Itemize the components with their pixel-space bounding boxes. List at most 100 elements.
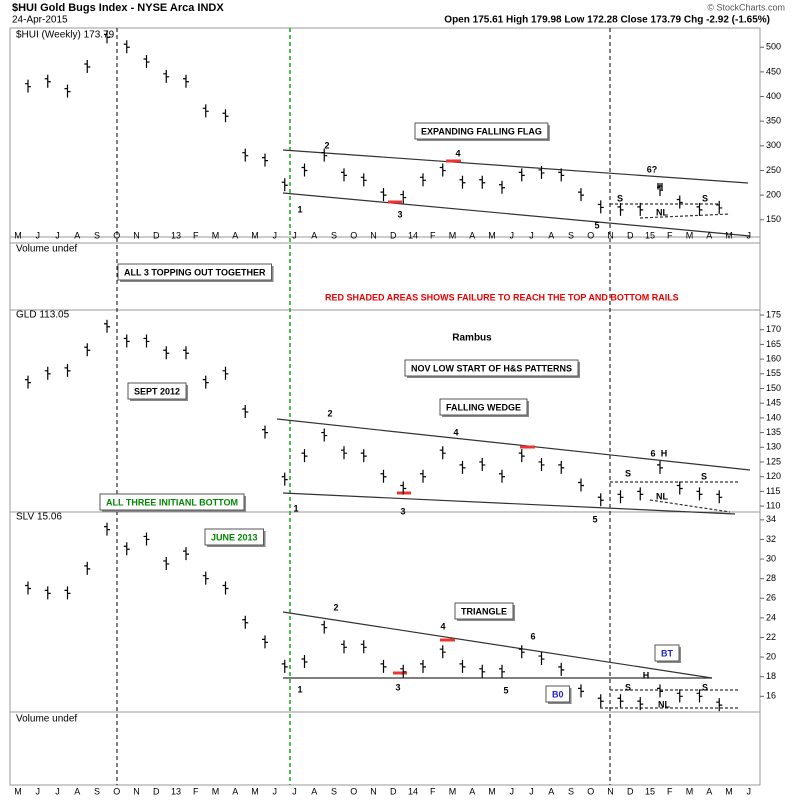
price-bar	[676, 481, 683, 495]
y-tick-label: 30	[766, 553, 776, 563]
callout-text: ALL THREE INITIANL BOTTOM	[106, 497, 238, 507]
price-bar	[183, 346, 189, 360]
price-bar	[657, 183, 663, 197]
price-bar	[301, 449, 308, 463]
header-date: 24-Apr-2015	[12, 15, 68, 26]
annotation: Rambus	[452, 333, 492, 344]
callout-text: EXPANDING FALLING FLAG	[421, 126, 542, 136]
price-bar	[64, 84, 71, 98]
x-tick-label: A	[469, 230, 475, 240]
price-bar	[163, 556, 170, 570]
price-bar	[222, 366, 229, 380]
x-tick-label: A	[706, 786, 712, 796]
price-bar	[420, 173, 426, 187]
price-bar	[104, 30, 110, 44]
x-tick-label: A	[232, 230, 238, 240]
price-bar	[123, 40, 130, 54]
price-bar	[64, 363, 71, 377]
annotation: RED SHADED AREAS SHOWS FAILURE TO REACH …	[325, 292, 679, 302]
price-bar	[518, 645, 525, 659]
price-bar	[637, 202, 644, 216]
y-tick-label: 26	[766, 593, 776, 603]
callout: BT	[654, 644, 681, 663]
y-tick-label: 165	[766, 339, 781, 349]
x-tick-label: J	[292, 230, 297, 240]
x-tick-label: N	[607, 230, 614, 240]
y-tick-label: 250	[766, 165, 781, 175]
price-bar	[716, 698, 723, 712]
annotation: 3	[400, 506, 405, 516]
callout-text: SEPT 2012	[134, 386, 180, 396]
price-bar	[538, 165, 545, 179]
annotation: 5	[592, 514, 597, 524]
x-tick-label: J	[529, 230, 534, 240]
x-tick-label: A	[311, 786, 317, 796]
price-bar	[578, 188, 584, 202]
annotation: NL	[656, 491, 668, 501]
annotation: H	[643, 670, 650, 680]
x-tick-label: J	[55, 786, 60, 796]
x-tick-label: S	[94, 230, 100, 240]
price-bar	[360, 640, 367, 654]
x-tick-label: N	[370, 786, 377, 796]
price-bar	[380, 469, 387, 483]
x-tick-label: M	[725, 786, 733, 796]
callout: ALL 3 TOPPING OUT TOGETHER	[117, 263, 274, 282]
price-bar	[183, 547, 189, 561]
price-bar	[281, 659, 288, 673]
price-bar	[44, 366, 51, 380]
price-bar	[242, 615, 249, 629]
x-tick-label: J	[36, 230, 41, 240]
price-bar	[222, 109, 229, 123]
x-tick-label: J	[36, 786, 41, 796]
annotation: S	[701, 471, 707, 481]
x-tick-label: S	[94, 786, 100, 796]
x-tick-label: O	[113, 230, 120, 240]
price-bar	[499, 469, 505, 483]
price-bar	[439, 446, 446, 460]
y-tick-label: 16	[766, 691, 776, 701]
price-bar	[518, 168, 525, 182]
y-tick-label: 145	[766, 398, 781, 408]
annotation: 2	[324, 140, 329, 150]
price-bar	[459, 460, 466, 474]
price-bar	[676, 689, 683, 703]
price-bar	[657, 684, 663, 698]
price-bar	[44, 586, 51, 600]
price-bar	[499, 664, 505, 678]
x-tick-label: J	[510, 786, 515, 796]
price-bar	[637, 487, 644, 501]
x-tick-label: N	[133, 786, 140, 796]
price-bar	[439, 645, 446, 659]
price-bar	[202, 104, 209, 118]
annotation: 2	[333, 602, 338, 612]
x-tick-label: J	[273, 786, 278, 796]
x-tick-label: 14	[408, 786, 418, 796]
x-tick-label: A	[311, 230, 317, 240]
price-bar	[123, 334, 130, 348]
price-bar	[637, 697, 644, 711]
price-bar	[321, 148, 328, 162]
x-tick-label: J	[55, 230, 60, 240]
callout-box	[127, 382, 187, 400]
y-tick-label: 34	[766, 514, 776, 524]
price-bar	[143, 334, 150, 348]
price-bar	[341, 446, 347, 460]
price-bar	[479, 457, 486, 471]
x-tick-label: M	[212, 786, 220, 796]
x-tick-label: 15	[645, 230, 655, 240]
y-tick-label: 125	[766, 456, 781, 466]
price-bar	[341, 640, 347, 654]
callout-text: JUNE 2013	[211, 532, 258, 542]
annotation: 1	[293, 503, 298, 513]
x-tick-label: F	[430, 230, 436, 240]
x-tick-label: D	[153, 230, 160, 240]
price-bar	[183, 74, 189, 88]
x-tick-label: J	[273, 230, 278, 240]
panel-title: GLD 113.05	[16, 310, 70, 321]
x-tick-label: A	[706, 230, 712, 240]
x-tick-label: F	[193, 786, 199, 796]
annotation: H	[661, 448, 668, 458]
price-bar	[25, 79, 31, 93]
annotation: S	[617, 193, 623, 203]
